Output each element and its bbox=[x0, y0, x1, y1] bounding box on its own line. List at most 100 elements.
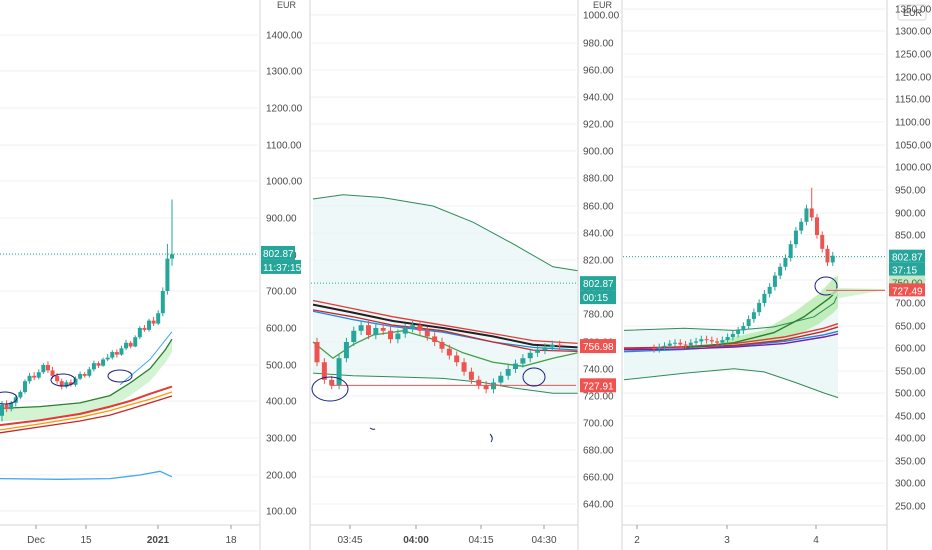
annotation-ellipse bbox=[311, 376, 349, 402]
candle-body bbox=[767, 286, 772, 294]
ma-line bbox=[312, 309, 579, 353]
y-tick-label: 1000.00 bbox=[583, 11, 620, 22]
candle-body bbox=[358, 325, 364, 331]
candle-body bbox=[417, 325, 423, 331]
candle-body bbox=[110, 352, 115, 358]
candle-body bbox=[799, 221, 804, 231]
candle-body bbox=[32, 375, 37, 378]
ma-line bbox=[683, 289, 839, 349]
candle-body bbox=[751, 312, 756, 320]
candle-body bbox=[715, 341, 720, 343]
candle-body bbox=[652, 348, 656, 349]
candle-body bbox=[329, 379, 335, 386]
y-tick-label: 700.00 bbox=[583, 419, 614, 430]
candle-body bbox=[18, 392, 23, 398]
y-tick-label: 650.00 bbox=[895, 322, 926, 333]
candle-body bbox=[662, 345, 667, 348]
y-tick-label: 940.00 bbox=[583, 93, 614, 104]
annotation-stroke bbox=[489, 433, 493, 443]
currency-label-3[interactable]: EUR bbox=[903, 8, 923, 18]
candle-body bbox=[91, 363, 96, 370]
candle-body bbox=[64, 382, 69, 387]
y-tick-label: 1200.00 bbox=[895, 73, 932, 84]
y-tick-label: 860.00 bbox=[583, 202, 614, 213]
currency-label-1: EUR bbox=[277, 0, 297, 10]
countdown-tag-bg bbox=[261, 259, 301, 274]
x-tick-label: Dec bbox=[27, 535, 45, 546]
currency-button[interactable] bbox=[897, 4, 927, 21]
ma-line bbox=[0, 395, 173, 434]
y-tick-label: 850.00 bbox=[895, 231, 926, 242]
candle-body bbox=[22, 381, 27, 392]
y-tick-label: 1300.00 bbox=[266, 67, 303, 78]
candle-body bbox=[736, 330, 741, 334]
y-tick-label: 1100.00 bbox=[895, 118, 931, 129]
y-tick-label: 1200.00 bbox=[266, 104, 303, 115]
candle-body bbox=[814, 217, 819, 235]
candle-body bbox=[27, 375, 32, 382]
y-tick-label: 1000.00 bbox=[895, 163, 932, 174]
candle-body bbox=[343, 342, 349, 359]
y-tick-label: 880.00 bbox=[583, 174, 614, 185]
x-tick-label: 2 bbox=[634, 535, 640, 546]
candle-body bbox=[151, 320, 156, 324]
envelope-upper bbox=[312, 194, 579, 272]
y-tick-label: 900.00 bbox=[266, 214, 297, 225]
candle-body bbox=[454, 355, 460, 363]
candle-body bbox=[778, 266, 783, 276]
candle-body bbox=[730, 333, 735, 337]
candle-body bbox=[41, 365, 46, 373]
candle-body bbox=[772, 275, 777, 287]
candle-body bbox=[762, 293, 767, 303]
envelope-lower bbox=[312, 372, 578, 394]
candle-body bbox=[160, 291, 165, 314]
candle-body bbox=[793, 230, 798, 245]
x-tick-label: 04:00 bbox=[403, 535, 429, 546]
envelope-upper bbox=[623, 293, 839, 331]
ma-line bbox=[0, 391, 173, 431]
candle-body bbox=[432, 336, 438, 342]
y-tick-label: 740.00 bbox=[583, 365, 614, 376]
candle-body bbox=[4, 404, 9, 410]
candle-body bbox=[50, 370, 55, 376]
ma-line-blue bbox=[119, 331, 173, 386]
candle-body bbox=[673, 342, 678, 344]
y-tick-label: 500.00 bbox=[266, 361, 297, 372]
y-tick-label: 1050.00 bbox=[895, 141, 932, 152]
ma-ribbon bbox=[0, 339, 172, 422]
candle-body bbox=[746, 319, 751, 326]
price-tag: 00:15 bbox=[583, 293, 608, 304]
candle-body bbox=[704, 339, 709, 341]
ma-line bbox=[312, 310, 579, 351]
candle-body bbox=[101, 359, 106, 366]
y-tick-label: 600.00 bbox=[266, 324, 297, 335]
annotation-ellipse bbox=[814, 276, 838, 296]
y-tick-label: 400.00 bbox=[266, 397, 297, 408]
y-tick-label: 720.00 bbox=[583, 392, 614, 403]
candle-body bbox=[788, 244, 793, 258]
candle-body bbox=[59, 381, 64, 387]
y-tick-label: 660.00 bbox=[583, 473, 614, 484]
candle-body bbox=[156, 313, 161, 324]
candle-body bbox=[336, 358, 342, 386]
candle-body bbox=[667, 343, 672, 346]
candle-body bbox=[783, 258, 788, 267]
y-tick-label: 980.00 bbox=[583, 39, 614, 50]
price-tag: 727.91 bbox=[583, 381, 614, 392]
candle-body bbox=[0, 404, 4, 416]
y-tick-label: 400.00 bbox=[895, 434, 926, 445]
candle-body bbox=[68, 382, 73, 385]
candle-body bbox=[55, 375, 60, 382]
candle-body bbox=[128, 342, 133, 347]
price-tag: 756.98 bbox=[583, 342, 614, 353]
price-tag-bg bbox=[580, 290, 616, 305]
candle-body bbox=[825, 248, 830, 263]
candle-body bbox=[36, 372, 41, 378]
y-tick-label: 1350.00 bbox=[895, 5, 932, 16]
y-tick-label: 450.00 bbox=[895, 412, 926, 423]
candle-body bbox=[321, 362, 327, 380]
candle-body bbox=[476, 379, 482, 386]
candle-body bbox=[804, 208, 809, 222]
y-tick-label: 100.00 bbox=[266, 507, 297, 518]
y-tick-label: 1400.00 bbox=[266, 31, 303, 42]
